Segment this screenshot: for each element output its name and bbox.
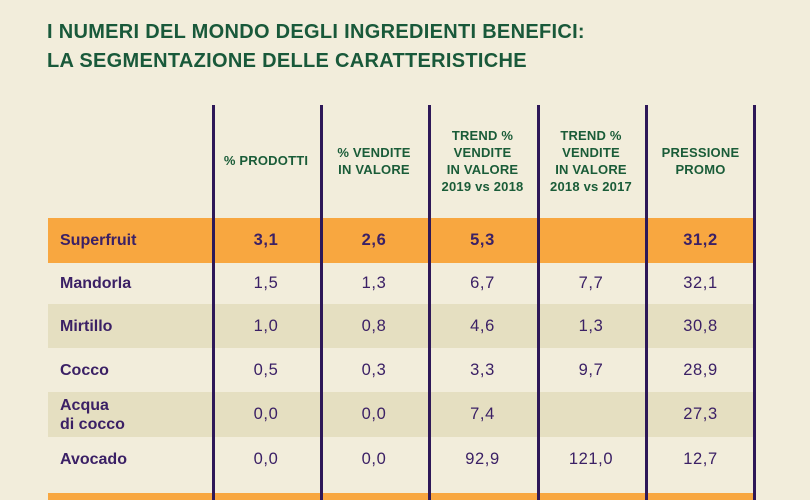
table-cell: 7,4 bbox=[470, 405, 495, 423]
table-cell: 0,3 bbox=[361, 360, 387, 379]
table-row-mandorla: Mandorla 1,5 1,3 6,7 7,7 32,1 bbox=[48, 263, 756, 304]
table-cell: 1,3 bbox=[361, 274, 387, 292]
table-cell: 7,7 bbox=[578, 274, 604, 292]
row-label: Mandorla bbox=[60, 275, 132, 292]
table-cell: 0,8 bbox=[361, 316, 387, 335]
table-cell: 6,7 bbox=[470, 274, 495, 292]
table-row-cocco: Cocco 0,5 0,3 3,3 9,7 28,9 bbox=[48, 348, 756, 392]
table-cell bbox=[537, 218, 645, 263]
row-label: Cocco bbox=[60, 361, 109, 379]
row-label: Superfruit bbox=[60, 232, 137, 249]
table-cell: 30,8 bbox=[683, 316, 718, 335]
row-label: Mirtillo bbox=[60, 317, 113, 335]
column-divider bbox=[320, 105, 323, 500]
column-divider bbox=[537, 105, 540, 500]
table-cell: 1,5 bbox=[253, 274, 279, 292]
table-cell: 3,1 bbox=[253, 231, 279, 249]
column-header-vendite-valore: % VENDITE IN VALORE bbox=[337, 144, 411, 177]
table-cell: 4,6 bbox=[470, 316, 495, 335]
table-cell: 5,3 bbox=[470, 231, 495, 249]
table-cell: 28,9 bbox=[683, 360, 718, 379]
page-title: I NUMERI DEL MONDO DEGLI INGREDIENTI BEN… bbox=[47, 18, 585, 76]
table-cell: 0,0 bbox=[253, 405, 279, 423]
column-header-trend-2018-2017: TREND % VENDITE IN VALORE 2018 vs 2017 bbox=[550, 127, 632, 194]
column-header-trend-2019-2018: TREND % VENDITE IN VALORE 2019 vs 2018 bbox=[441, 127, 524, 194]
table-cell: 0,0 bbox=[253, 450, 279, 468]
table-cell: 2,6 bbox=[361, 231, 387, 249]
table-cell: 0,5 bbox=[253, 360, 279, 379]
column-divider bbox=[645, 105, 648, 500]
table-cell: 1,3 bbox=[578, 316, 604, 335]
column-divider bbox=[428, 105, 431, 500]
table-cell: 32,1 bbox=[683, 274, 718, 292]
column-divider bbox=[212, 105, 215, 500]
data-table: % PRODOTTI % VENDITE IN VALORE TREND % V… bbox=[48, 103, 756, 500]
table-header-row: % PRODOTTI % VENDITE IN VALORE TREND % V… bbox=[48, 103, 756, 218]
title-line-1: I NUMERI DEL MONDO DEGLI INGREDIENTI BEN… bbox=[47, 21, 585, 43]
row-label: Acqua di cocco bbox=[60, 396, 125, 433]
table-row-acqua-di-cocco: Acqua di cocco 0,0 0,0 7,4 27,3 bbox=[48, 392, 756, 437]
table-cell: 27,3 bbox=[683, 405, 718, 423]
row-label: Avocado bbox=[60, 451, 127, 468]
table-cell: 0,0 bbox=[361, 450, 387, 468]
table-row-mirtillo: Mirtillo 1,0 0,8 4,6 1,3 30,8 bbox=[48, 304, 756, 348]
table-cell: 9,7 bbox=[578, 360, 604, 379]
table-cell: 3,3 bbox=[470, 360, 495, 379]
table-cell bbox=[537, 392, 645, 437]
next-row-highlight-strip bbox=[48, 493, 756, 500]
title-line-2: LA SEGMENTAZIONE DELLE CARATTERISTICHE bbox=[47, 50, 527, 72]
table-cell: 31,2 bbox=[683, 231, 718, 249]
table-cell: 1,0 bbox=[253, 316, 279, 335]
table-cell: 92,9 bbox=[465, 450, 500, 468]
column-header-blank bbox=[48, 103, 212, 218]
table-cell: 0,0 bbox=[361, 405, 387, 423]
table-cell: 121,0 bbox=[568, 450, 614, 468]
table-row-avocado: Avocado 0,0 0,0 92,9 121,0 12,7 bbox=[48, 437, 756, 482]
column-header-prodotti: % PRODOTTI bbox=[223, 153, 309, 168]
table-cell: 12,7 bbox=[683, 450, 718, 468]
column-divider bbox=[753, 105, 756, 500]
column-header-pressione-promo: PRESSIONE PROMO bbox=[661, 144, 740, 177]
table-row-superfruit: Superfruit 3,1 2,6 5,3 31,2 bbox=[48, 218, 756, 263]
